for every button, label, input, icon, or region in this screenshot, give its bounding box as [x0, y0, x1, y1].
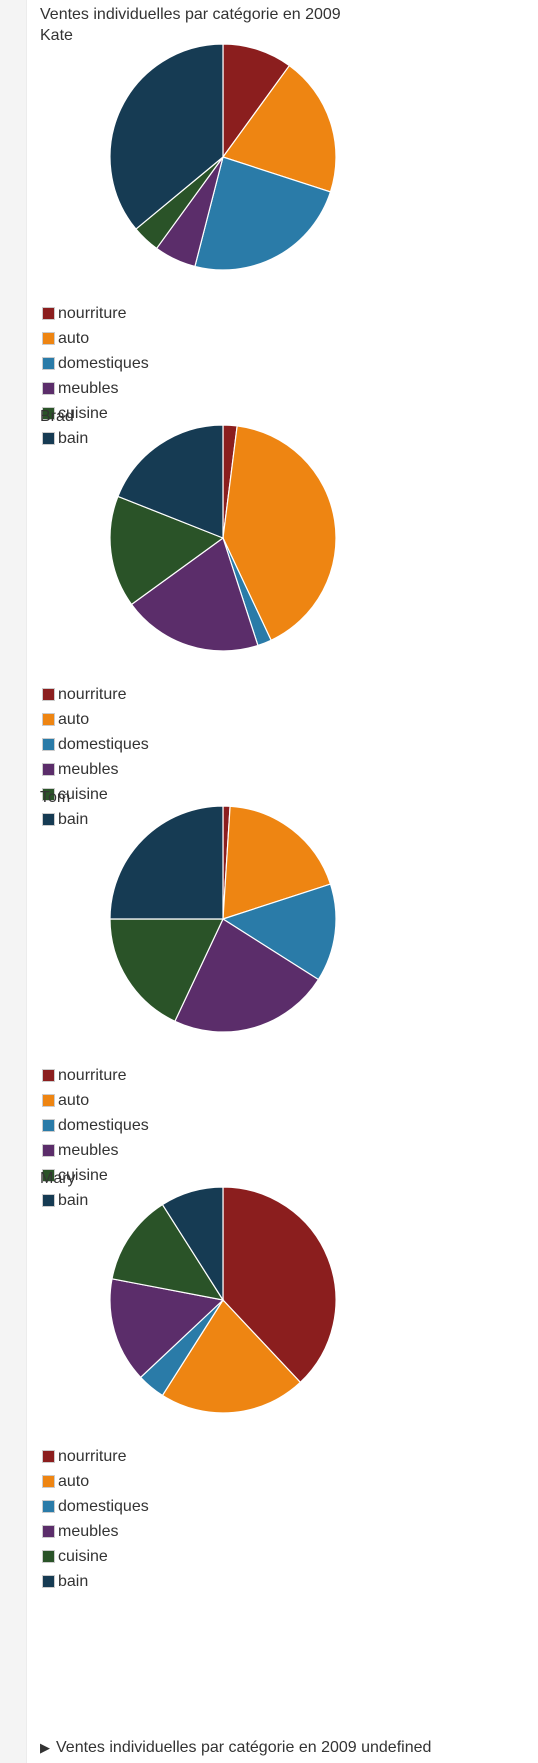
legend-swatch [42, 332, 55, 345]
legend-item-auto[interactable]: auto [42, 1469, 149, 1494]
legend-swatch [42, 1525, 55, 1538]
legend-item-cuisine[interactable]: cuisine [42, 1544, 149, 1569]
legend-swatch [42, 688, 55, 701]
legend-item-nourriture[interactable]: nourriture [42, 1444, 149, 1469]
legend-swatch [42, 357, 55, 370]
pie-svg [40, 26, 440, 286]
legend-label: meubles [58, 1523, 118, 1541]
left-gutter [0, 0, 27, 1763]
legend-swatch [42, 1144, 55, 1157]
triangle-right-icon: ▶ [40, 1738, 50, 1758]
legend-swatch [42, 1119, 55, 1132]
legend-item-nourriture[interactable]: nourriture [42, 682, 149, 707]
legend-item-domestiques[interactable]: domestiques [42, 351, 149, 376]
legend-item-meubles[interactable]: meubles [42, 376, 149, 401]
footer-label: Ventes individuelles par catégorie en 20… [56, 1739, 431, 1756]
legend-label: meubles [58, 380, 118, 398]
pie-chart-1: Brad nourriture auto domestiques meubles cuis… [40, 407, 510, 835]
legend-swatch [42, 307, 55, 320]
legend-label: nourriture [58, 1067, 126, 1085]
legend-swatch [42, 1500, 55, 1513]
pie-svg [40, 788, 440, 1048]
footer-toggle[interactable]: ▶ Ventes individuelles par catégorie en 2… [40, 1738, 431, 1758]
legend-swatch [42, 1450, 55, 1463]
legend-item-nourriture[interactable]: nourriture [42, 301, 149, 326]
legend-label: domestiques [58, 355, 149, 373]
legend-label: meubles [58, 761, 118, 779]
legend-item-domestiques[interactable]: domestiques [42, 1113, 149, 1138]
legend-swatch [42, 1550, 55, 1563]
legend-swatch [42, 738, 55, 751]
legend-label: domestiques [58, 736, 149, 754]
legend-swatch [42, 763, 55, 776]
legend: nourriture auto domestiques meubles cuisine b… [42, 1444, 149, 1594]
pie-chart-0: Kate nourriture auto domestiques meubles cuis… [40, 26, 510, 454]
legend-label: cuisine [58, 1548, 108, 1566]
pie-slice-bain[interactable] [110, 806, 223, 919]
legend-swatch [42, 1575, 55, 1588]
pie-svg [40, 407, 440, 667]
legend-swatch [42, 1069, 55, 1082]
legend-swatch [42, 382, 55, 395]
legend-item-bain[interactable]: bain [42, 1569, 149, 1594]
pie-svg [40, 1169, 440, 1429]
legend-label: auto [58, 1092, 89, 1110]
legend-label: auto [58, 330, 89, 348]
legend-label: auto [58, 711, 89, 729]
legend-label: domestiques [58, 1498, 149, 1516]
legend-item-domestiques[interactable]: domestiques [42, 732, 149, 757]
legend-label: nourriture [58, 1448, 126, 1466]
legend-item-auto[interactable]: auto [42, 707, 149, 732]
legend-label: bain [58, 1573, 88, 1591]
legend-item-auto[interactable]: auto [42, 1088, 149, 1113]
legend-swatch [42, 1094, 55, 1107]
legend-item-auto[interactable]: auto [42, 326, 149, 351]
legend-swatch [42, 713, 55, 726]
chart-title: Ventes individuelles par catégorie en 20… [40, 5, 341, 25]
legend-label: nourriture [58, 686, 126, 704]
legend-label: domestiques [58, 1117, 149, 1135]
pie-chart-2: Tom nourriture auto domestiques meubles cuisi… [40, 788, 510, 1216]
legend-item-meubles[interactable]: meubles [42, 1519, 149, 1544]
legend-item-domestiques[interactable]: domestiques [42, 1494, 149, 1519]
legend-label: nourriture [58, 305, 126, 323]
legend-item-nourriture[interactable]: nourriture [42, 1063, 149, 1088]
legend-label: meubles [58, 1142, 118, 1160]
legend-label: auto [58, 1473, 89, 1491]
legend-swatch [42, 1475, 55, 1488]
pie-chart-3: Mary nourriture auto domestiques meubles cuis… [40, 1169, 510, 1597]
legend-item-meubles[interactable]: meubles [42, 757, 149, 782]
legend-item-meubles[interactable]: meubles [42, 1138, 149, 1163]
